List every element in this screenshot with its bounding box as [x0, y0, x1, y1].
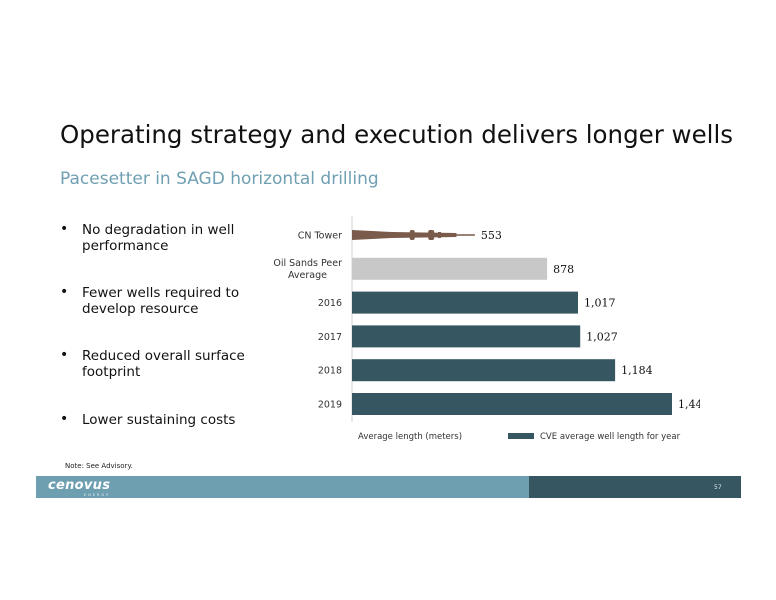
bar-oil-sands-peer-average [352, 257, 548, 280]
category-label: 2019 [318, 400, 342, 411]
bar-2017 [352, 325, 581, 348]
category-label: 2018 [318, 366, 342, 377]
value-label: 1,184 [621, 364, 653, 377]
category-label: Oil Sands Peer Average [273, 258, 342, 281]
footer-bar-dark [529, 476, 741, 498]
value-label: 1,027 [586, 330, 618, 343]
bar-2019 [352, 393, 672, 415]
bullet-dot-icon: • [60, 221, 69, 237]
page-number: 57 [714, 484, 722, 491]
bullet-item: • Fewer wells required to develop resour… [60, 284, 272, 317]
legend-label: CVE average well length for year [540, 432, 681, 442]
bullet-text: Lower sustaining costs [82, 412, 236, 428]
footnote: Note: See Advisory. [65, 462, 133, 470]
bullet-item: • Reduced overall surface footprint [60, 347, 272, 380]
bullet-item: • Lower sustaining costs [60, 411, 272, 428]
bullet-text: Fewer wells required to develop resource [82, 285, 240, 317]
value-label: 878 [553, 263, 574, 276]
bar-2016 [352, 291, 578, 314]
value-label: 1,017 [584, 297, 616, 310]
bullet-dot-icon: • [60, 411, 69, 427]
value-label: 553 [481, 229, 502, 242]
value-label: 1,440 [678, 398, 700, 411]
bar-cn-tower [352, 230, 475, 240]
category-label: CN Tower [298, 231, 342, 242]
bullet-dot-icon: • [60, 347, 69, 363]
bar-2018 [352, 359, 616, 382]
legend-swatch [508, 433, 534, 439]
category-label: 2016 [318, 298, 342, 309]
bullet-item: • No degradation in well performance [60, 221, 272, 254]
bullet-text: No degradation in well performance [82, 222, 235, 254]
cenovus-logo: cenovus [48, 478, 111, 493]
bullet-text: Reduced overall surface footprint [82, 348, 245, 380]
x-axis-title: Average length (meters) [358, 432, 462, 442]
bullet-dot-icon: • [60, 284, 69, 300]
page-subtitle: Pacesetter in SAGD horizontal drilling [60, 169, 379, 189]
category-label: 2017 [318, 332, 342, 343]
page-title: Operating strategy and execution deliver… [60, 120, 734, 149]
cenovus-logo-subtext: ENERGY [84, 493, 111, 497]
footer-bar-light [36, 476, 529, 498]
well-length-chart: CN Tower 553 Oil Sands Peer Average 878 2016 1… [273, 216, 700, 442]
